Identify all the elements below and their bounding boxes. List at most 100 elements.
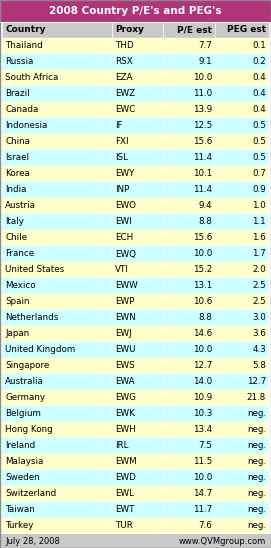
- Text: P/E est: P/E est: [177, 26, 212, 35]
- Text: Sweden: Sweden: [5, 473, 40, 482]
- Bar: [2, 422, 112, 438]
- Text: 0.4: 0.4: [252, 73, 266, 83]
- Text: China: China: [5, 138, 30, 146]
- Bar: [163, 182, 215, 198]
- Text: Singapore: Singapore: [5, 362, 49, 370]
- Text: Country: Country: [5, 26, 46, 35]
- Bar: [2, 214, 112, 230]
- Bar: [215, 54, 269, 70]
- Text: Canada: Canada: [5, 106, 38, 115]
- Bar: [215, 470, 269, 486]
- Text: 11.5: 11.5: [193, 458, 212, 466]
- Text: 15.2: 15.2: [193, 265, 212, 275]
- Text: 2.5: 2.5: [252, 282, 266, 290]
- Text: 11.4: 11.4: [193, 153, 212, 163]
- Text: neg.: neg.: [247, 489, 266, 499]
- Text: Mexico: Mexico: [5, 282, 36, 290]
- Text: neg.: neg.: [247, 409, 266, 419]
- Text: 7.5: 7.5: [198, 442, 212, 450]
- Text: 8.8: 8.8: [198, 218, 212, 226]
- Bar: [112, 454, 163, 470]
- Bar: [112, 342, 163, 358]
- Text: 13.1: 13.1: [193, 282, 212, 290]
- Bar: [163, 294, 215, 310]
- Text: neg.: neg.: [247, 442, 266, 450]
- Bar: [112, 502, 163, 518]
- Bar: [2, 358, 112, 374]
- Text: Israel: Israel: [5, 153, 29, 163]
- Bar: [215, 150, 269, 166]
- Bar: [215, 118, 269, 134]
- Text: EWO: EWO: [115, 202, 136, 210]
- Bar: [215, 38, 269, 54]
- Bar: [215, 198, 269, 214]
- Text: 3.0: 3.0: [252, 313, 266, 323]
- Bar: [112, 278, 163, 294]
- Bar: [215, 166, 269, 182]
- Bar: [2, 470, 112, 486]
- Bar: [215, 502, 269, 518]
- Bar: [2, 150, 112, 166]
- Text: Hong Kong: Hong Kong: [5, 425, 53, 435]
- Text: RSX: RSX: [115, 58, 133, 66]
- Text: 10.0: 10.0: [193, 249, 212, 259]
- Bar: [215, 486, 269, 502]
- Bar: [2, 198, 112, 214]
- Text: 11.0: 11.0: [193, 89, 212, 99]
- Text: Proxy: Proxy: [115, 26, 144, 35]
- Bar: [163, 150, 215, 166]
- Bar: [163, 454, 215, 470]
- Bar: [112, 486, 163, 502]
- Bar: [2, 374, 112, 390]
- Bar: [2, 390, 112, 406]
- Bar: [163, 390, 215, 406]
- Text: Brazil: Brazil: [5, 89, 30, 99]
- Text: EWD: EWD: [115, 473, 136, 482]
- Text: 13.4: 13.4: [193, 425, 212, 435]
- Text: 1.1: 1.1: [252, 218, 266, 226]
- Bar: [163, 422, 215, 438]
- Bar: [215, 86, 269, 102]
- Text: 10.6: 10.6: [193, 298, 212, 306]
- Bar: [112, 102, 163, 118]
- Text: EWC: EWC: [115, 106, 135, 115]
- Bar: [2, 70, 112, 86]
- Text: 0.1: 0.1: [252, 42, 266, 50]
- Text: neg.: neg.: [247, 458, 266, 466]
- Bar: [163, 102, 215, 118]
- Text: Thailand: Thailand: [5, 42, 43, 50]
- Bar: [163, 166, 215, 182]
- Text: 14.0: 14.0: [193, 378, 212, 386]
- Text: 10.0: 10.0: [193, 473, 212, 482]
- Text: Netherlands: Netherlands: [5, 313, 58, 323]
- Bar: [2, 230, 112, 246]
- Text: 10.1: 10.1: [193, 169, 212, 179]
- Bar: [2, 278, 112, 294]
- Bar: [0, 0, 271, 22]
- Bar: [112, 390, 163, 406]
- Text: neg.: neg.: [247, 505, 266, 515]
- Bar: [2, 486, 112, 502]
- Bar: [215, 278, 269, 294]
- Bar: [215, 134, 269, 150]
- Text: Australia: Australia: [5, 378, 44, 386]
- Text: EWM: EWM: [115, 458, 137, 466]
- Bar: [112, 54, 163, 70]
- Bar: [163, 278, 215, 294]
- Text: EWK: EWK: [115, 409, 135, 419]
- Text: Chile: Chile: [5, 233, 27, 243]
- Text: Austria: Austria: [5, 202, 36, 210]
- Text: France: France: [5, 249, 34, 259]
- Bar: [163, 486, 215, 502]
- Text: 1.7: 1.7: [252, 249, 266, 259]
- Bar: [2, 518, 112, 534]
- Bar: [112, 406, 163, 422]
- Text: Japan: Japan: [5, 329, 29, 339]
- Text: EWL: EWL: [115, 489, 134, 499]
- Bar: [163, 502, 215, 518]
- Text: neg.: neg.: [247, 473, 266, 482]
- Text: PEG est: PEG est: [227, 26, 266, 35]
- Text: FXI: FXI: [115, 138, 128, 146]
- Bar: [2, 38, 112, 54]
- Bar: [2, 502, 112, 518]
